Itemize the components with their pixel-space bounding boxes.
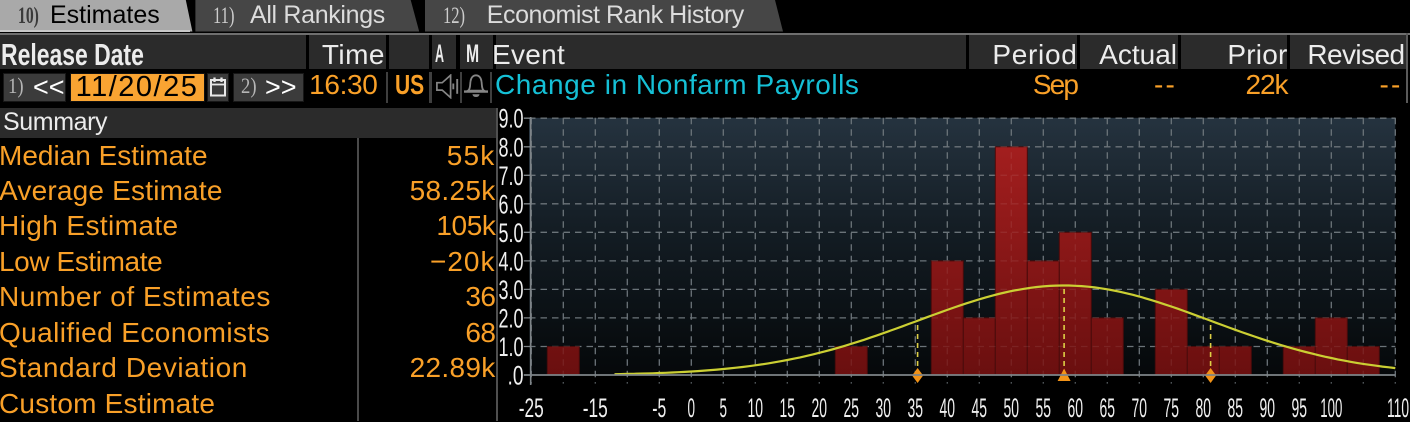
svg-text:80: 80 (1196, 393, 1212, 421)
svg-text:1.0: 1.0 (499, 332, 524, 362)
svg-text:0: 0 (688, 393, 696, 421)
svg-text:-15: -15 (583, 393, 608, 421)
svg-text:6.0: 6.0 (499, 189, 524, 219)
svg-text:55: 55 (1036, 393, 1052, 421)
svg-text:-25: -25 (519, 393, 544, 421)
svg-text:20: 20 (812, 393, 828, 421)
svg-text:5: 5 (720, 393, 728, 421)
svg-text:-5: -5 (652, 393, 666, 421)
svg-text:90: 90 (1260, 393, 1276, 421)
svg-text:65: 65 (1100, 393, 1116, 421)
svg-text:4.0: 4.0 (499, 246, 524, 276)
svg-text:2.0: 2.0 (499, 303, 524, 333)
svg-text:75: 75 (1164, 393, 1180, 421)
svg-text:60: 60 (1068, 393, 1084, 421)
svg-text:9.0: 9.0 (499, 104, 524, 134)
svg-text:70: 70 (1132, 393, 1148, 421)
svg-text:.0: .0 (508, 361, 524, 391)
svg-text:45: 45 (972, 393, 988, 421)
svg-text:8.0: 8.0 (499, 132, 524, 162)
svg-text:95: 95 (1292, 393, 1308, 421)
svg-text:30: 30 (876, 393, 892, 421)
svg-text:85: 85 (1228, 393, 1244, 421)
svg-text:25: 25 (844, 393, 860, 421)
svg-text:3.0: 3.0 (499, 275, 524, 305)
svg-text:50: 50 (1004, 393, 1020, 421)
svg-text:7.0: 7.0 (499, 161, 524, 191)
svg-text:100: 100 (1320, 393, 1342, 421)
svg-text:5.0: 5.0 (499, 218, 524, 248)
svg-text:15: 15 (780, 393, 796, 421)
svg-text:10: 10 (748, 393, 764, 421)
svg-text:35: 35 (908, 393, 924, 421)
svg-text:110: 110 (1387, 393, 1409, 421)
svg-text:40: 40 (940, 393, 956, 421)
